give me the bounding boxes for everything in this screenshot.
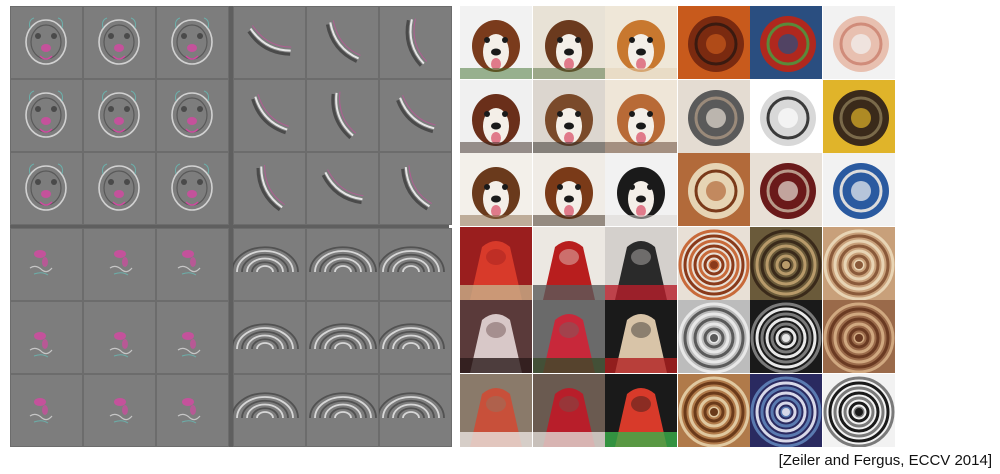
deconvolution-panel bbox=[10, 6, 452, 447]
red-clothing-patch bbox=[605, 374, 678, 447]
dog-face-patch bbox=[532, 6, 605, 79]
reconstruction-cell bbox=[10, 228, 83, 301]
spiral-patch bbox=[750, 300, 823, 374]
reconstruction-cell bbox=[233, 228, 306, 301]
red-clothing-patch bbox=[460, 226, 532, 300]
spiral-patch bbox=[823, 226, 895, 300]
dog-face-patch bbox=[460, 79, 532, 153]
reconstruction-cell bbox=[83, 374, 156, 447]
red-clothing-patch bbox=[605, 300, 678, 374]
curve-edge-reconstructions bbox=[233, 6, 452, 225]
reconstruction-cell bbox=[379, 228, 452, 301]
reconstruction-cell bbox=[233, 79, 306, 152]
spiral-patch bbox=[677, 300, 750, 374]
round-object-patch bbox=[823, 153, 895, 227]
reconstruction-cell bbox=[306, 228, 379, 301]
reconstruction-cell bbox=[233, 301, 306, 374]
spiral-patch bbox=[750, 226, 823, 300]
red-clothing-patch bbox=[605, 226, 678, 300]
reconstruction-cell bbox=[306, 301, 379, 374]
red-clothing-patch bbox=[532, 300, 605, 374]
round-object-patch bbox=[750, 6, 823, 79]
reconstruction-cell bbox=[156, 301, 229, 374]
reconstruction-cell bbox=[379, 152, 452, 225]
reconstruction-cell bbox=[10, 374, 83, 447]
reconstruction-cell bbox=[83, 79, 156, 152]
spiral-patch bbox=[677, 226, 750, 300]
reconstruction-cell bbox=[10, 152, 83, 225]
red-clothing-patch bbox=[460, 300, 532, 374]
concentric-ring-reconstructions bbox=[233, 228, 452, 447]
dog-face-patch bbox=[532, 153, 605, 227]
red-clothing-patch bbox=[460, 374, 532, 447]
spiral-patch bbox=[823, 300, 895, 374]
spiral-patch bbox=[823, 374, 895, 447]
red-clothing-patch bbox=[532, 226, 605, 300]
reconstruction-cell bbox=[233, 374, 306, 447]
reconstruction-cell bbox=[379, 6, 452, 79]
reconstruction-cell bbox=[83, 228, 156, 301]
round-object-patch bbox=[677, 153, 750, 227]
reconstruction-cell bbox=[10, 301, 83, 374]
dog-face-patch bbox=[605, 153, 678, 227]
reconstruction-cell bbox=[306, 79, 379, 152]
reconstruction-cell bbox=[156, 374, 229, 447]
round-object-patch bbox=[677, 79, 750, 153]
sparse-blob-reconstructions bbox=[10, 228, 229, 447]
reconstruction-cell bbox=[233, 152, 306, 225]
round-object-patch bbox=[823, 79, 895, 153]
reconstruction-cell bbox=[379, 301, 452, 374]
round-object-patch bbox=[750, 79, 823, 153]
reconstruction-cell bbox=[83, 152, 156, 225]
dog-face-patch bbox=[460, 6, 532, 79]
dog-face-patch bbox=[605, 79, 678, 153]
reconstruction-cell bbox=[306, 152, 379, 225]
dog-face-reconstructions bbox=[10, 6, 229, 225]
reconstruction-cell bbox=[379, 79, 452, 152]
reconstruction-cell bbox=[379, 374, 452, 447]
reconstruction-cell bbox=[306, 6, 379, 79]
dog-face-patch bbox=[605, 6, 678, 79]
image-patches-panel bbox=[460, 6, 896, 447]
reconstruction-cell bbox=[83, 301, 156, 374]
reconstruction-cell bbox=[83, 6, 156, 79]
round-object-patch bbox=[750, 153, 823, 227]
reconstruction-cell bbox=[156, 152, 229, 225]
reconstruction-cell bbox=[156, 79, 229, 152]
dog-face-patch bbox=[532, 79, 605, 153]
reconstruction-cell bbox=[156, 6, 229, 79]
round-object-patch bbox=[677, 6, 750, 79]
red-clothing-patch bbox=[532, 374, 605, 447]
citation: [Zeiler and Fergus, ECCV 2014] bbox=[778, 452, 992, 469]
round-object-patch bbox=[823, 6, 895, 79]
reconstruction-cell bbox=[10, 79, 83, 152]
reconstruction-cell bbox=[10, 6, 83, 79]
reconstruction-cell bbox=[233, 6, 306, 79]
reconstruction-cell bbox=[306, 374, 379, 447]
spiral-patch bbox=[677, 374, 750, 447]
spiral-patch bbox=[750, 374, 823, 447]
reconstruction-cell bbox=[156, 228, 229, 301]
dog-face-patch bbox=[460, 153, 532, 227]
